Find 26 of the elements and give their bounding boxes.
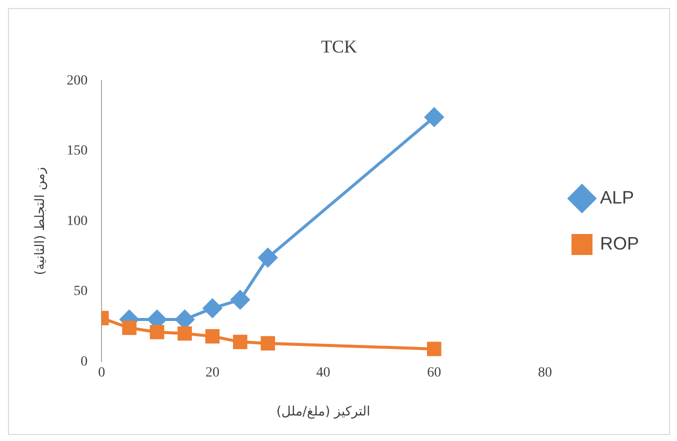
point — [202, 298, 222, 318]
y-axis-title: زمن التجلط (الثانية) — [33, 167, 48, 276]
x-tick-label: 40 — [316, 366, 330, 381]
x-tick-label: 20 — [205, 366, 220, 381]
point — [230, 290, 250, 310]
point — [122, 320, 136, 336]
y-tick-label: 200 — [66, 73, 88, 88]
chart-title: TCK — [321, 36, 357, 57]
point — [260, 336, 276, 350]
x-axis-title: التركيز (ملغ/ملل) — [276, 404, 370, 420]
y-tick-label: 100 — [66, 214, 88, 229]
point — [178, 326, 192, 341]
point — [426, 342, 442, 356]
legend-label: ROP — [600, 233, 640, 254]
point — [424, 108, 444, 127]
y-tick-label: 50 — [74, 284, 88, 300]
legend-label: ALP — [600, 187, 634, 208]
x-tick-label: 0 — [98, 366, 106, 381]
point — [205, 329, 220, 344]
x-tick-label: 80 — [538, 366, 552, 381]
point — [233, 334, 248, 350]
point — [150, 324, 164, 340]
y-tick-label: 0 — [80, 354, 88, 370]
y-tick-label: 150 — [66, 144, 88, 159]
point — [258, 248, 278, 268]
x-tick-label: 60 — [427, 366, 442, 381]
